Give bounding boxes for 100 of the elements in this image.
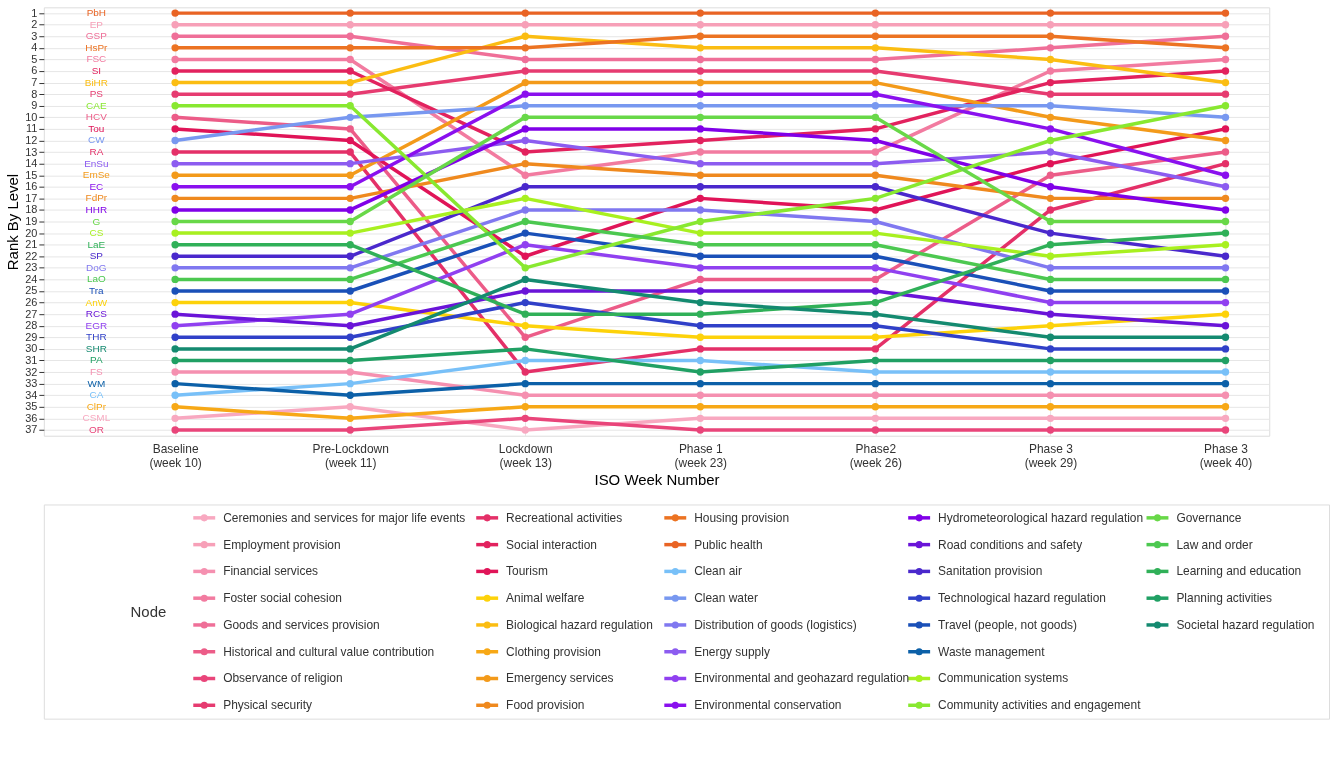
point (171, 379, 179, 388)
point (1046, 333, 1055, 341)
legend-label: Technological hazard regulation (938, 591, 1106, 606)
point (1046, 55, 1055, 64)
point (696, 32, 704, 40)
point (1046, 298, 1055, 307)
legend-label: Financial services (223, 564, 319, 579)
legend-label: Public health (694, 537, 763, 552)
y-tick-label: 22 (25, 249, 38, 262)
legend-label: Observance of religion (223, 671, 343, 686)
y-axis-title: Rank By Level (4, 173, 22, 271)
point (871, 78, 880, 87)
point (871, 229, 880, 237)
y-tick-label: 7 (31, 76, 38, 89)
y-tick-label: 16 (25, 180, 38, 193)
legend-label: Energy supply (694, 644, 770, 659)
point (1221, 171, 1230, 179)
point (521, 78, 529, 87)
legend-label: Community activities and engagement (938, 698, 1142, 713)
point (171, 32, 179, 40)
x-tick-label: Lockdown (week 13) (498, 442, 553, 471)
y-tick-label: 8 (31, 87, 38, 100)
point (171, 217, 179, 226)
annotation: Tra (89, 284, 105, 296)
point (1221, 32, 1230, 40)
annotation: RA (89, 146, 104, 158)
point (346, 252, 354, 260)
point (696, 67, 704, 75)
annotation: SI (91, 65, 102, 76)
point (171, 90, 179, 98)
point (1046, 264, 1055, 272)
point (696, 298, 704, 307)
point (521, 414, 529, 423)
point (521, 206, 529, 214)
point (1046, 136, 1055, 145)
point (696, 333, 704, 341)
point (171, 264, 179, 272)
y-tick-label: 18 (25, 203, 38, 216)
point (346, 403, 354, 411)
point (696, 113, 704, 122)
point (1046, 252, 1055, 260)
point (346, 171, 354, 179)
point (521, 171, 529, 179)
point (1221, 241, 1230, 249)
point (346, 391, 354, 399)
x-tick-label: Phase 3 (week 29) (1024, 442, 1078, 471)
y-tick-label: 3 (31, 29, 38, 42)
x-tick-label: Pre-Lockdown (week 11) (312, 442, 389, 471)
point (1046, 206, 1055, 214)
point (871, 44, 880, 52)
point (696, 171, 704, 179)
y-tick-label: 12 (25, 133, 38, 146)
point (696, 356, 704, 365)
point (521, 136, 529, 145)
point (346, 345, 354, 353)
annotation: SHR (85, 342, 107, 354)
point (871, 391, 880, 399)
y-tick-label: 30 (25, 342, 38, 355)
point (171, 125, 179, 133)
legend-label: Animal welfare (506, 591, 585, 606)
point (871, 264, 880, 272)
point (1221, 310, 1230, 318)
point (696, 55, 704, 64)
point (171, 206, 179, 214)
point (871, 113, 880, 122)
y-tick-label: 32 (25, 365, 38, 378)
y-tick-label: 4 (31, 41, 38, 54)
point (871, 67, 880, 75)
x-axis-title: ISO Week Number (594, 471, 720, 489)
annotation: BiHR (84, 76, 108, 88)
point (346, 217, 354, 226)
point (521, 113, 529, 122)
point (171, 368, 179, 376)
point (1221, 252, 1230, 260)
point (521, 67, 529, 75)
point (346, 90, 354, 98)
legend-label: Road conditions and safety (938, 537, 1083, 552)
legend-label: Goods and services provision (223, 617, 380, 632)
point (871, 345, 880, 353)
point (171, 44, 179, 52)
legend-label: Clean water (694, 591, 758, 606)
point (696, 379, 704, 388)
annotation: CS (89, 227, 104, 239)
point (1221, 414, 1230, 423)
legend-label: Law and order (1176, 537, 1253, 552)
point (871, 356, 880, 365)
point (1221, 67, 1230, 75)
point (521, 217, 529, 226)
point (696, 264, 704, 272)
point (1046, 102, 1055, 110)
point (696, 9, 704, 17)
point (871, 159, 880, 168)
point (1221, 298, 1230, 307)
point (171, 414, 179, 423)
y-tick-label: 6 (31, 64, 38, 77)
point (1221, 183, 1230, 191)
point (521, 426, 529, 434)
point (171, 78, 179, 87)
y-tick-label: 21 (25, 238, 38, 251)
point (1221, 345, 1230, 353)
